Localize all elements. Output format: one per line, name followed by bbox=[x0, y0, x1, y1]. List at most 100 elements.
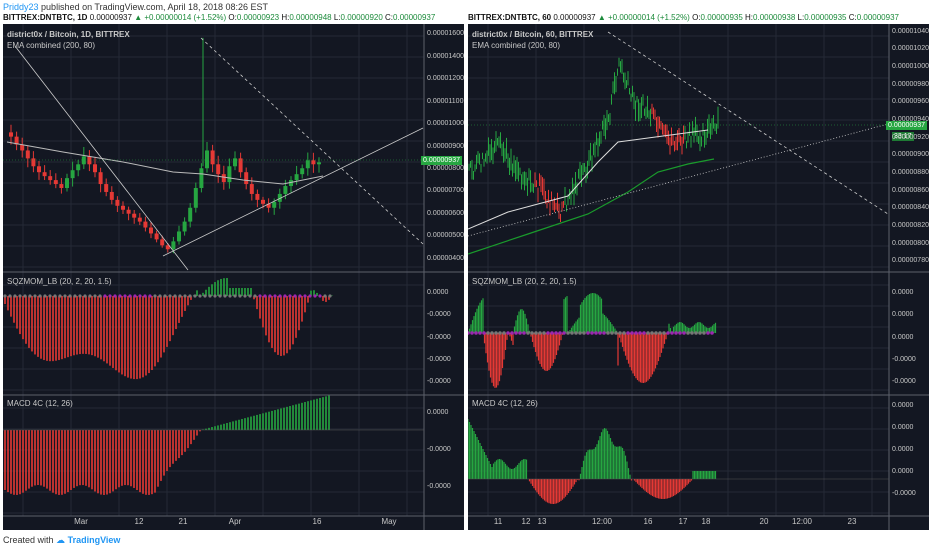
candle-body bbox=[205, 150, 209, 169]
candle-body bbox=[238, 158, 243, 173]
y-tick-label: 0.00000980 bbox=[892, 80, 929, 88]
x-tick-label: 21 bbox=[178, 517, 188, 526]
squeeze-dot bbox=[108, 294, 112, 298]
squeeze-dot bbox=[646, 331, 650, 335]
squeeze-dot bbox=[278, 294, 282, 298]
candle-body bbox=[149, 227, 153, 234]
candle-body bbox=[9, 132, 13, 137]
y-tick-label: 0.0000 bbox=[892, 311, 914, 319]
change-value: ▲ +0.00000014 (+1.52%) bbox=[597, 13, 690, 22]
close-value: 0.00000937 bbox=[393, 13, 436, 22]
squeeze-dot bbox=[586, 331, 590, 335]
low-value: 0.00000920 bbox=[340, 13, 383, 22]
y-tick-label: 0.0000 bbox=[427, 409, 449, 417]
y-tick-label: 0.00001400 bbox=[427, 52, 464, 60]
candle-body bbox=[283, 186, 288, 194]
y-tick-label: 0.00000820 bbox=[892, 221, 929, 229]
y-tick-label: -0.0000 bbox=[427, 333, 451, 341]
squeeze-dot bbox=[614, 331, 618, 335]
squeeze-dot bbox=[630, 331, 634, 335]
y-tick-label: 0.0000 bbox=[892, 289, 914, 297]
published-text: published on TradingView.com, April 18, … bbox=[41, 2, 269, 12]
candle-body bbox=[300, 168, 305, 175]
high-value: 0.00000938 bbox=[753, 13, 796, 22]
candle-body bbox=[65, 178, 69, 189]
squeeze-dot bbox=[554, 331, 558, 335]
squeeze-dot bbox=[53, 294, 57, 298]
high-value: 0.00000948 bbox=[289, 13, 332, 22]
candle-body bbox=[233, 158, 237, 167]
chart-panel-right[interactable]: district0x / Bitcoin, 60, BITTREX EMA co… bbox=[468, 24, 929, 530]
trendline bbox=[468, 123, 889, 237]
candle-body bbox=[14, 136, 19, 145]
y-tick-label: -0.0000 bbox=[892, 355, 916, 363]
trendline bbox=[607, 31, 889, 215]
squeeze-dot bbox=[514, 331, 518, 335]
squeeze-dot bbox=[68, 294, 72, 298]
ticker-symbol: BITTREX:DNTBTC, 60 bbox=[468, 13, 552, 22]
candle-body bbox=[261, 199, 265, 204]
tradingview-link[interactable]: TradingView bbox=[67, 535, 121, 545]
squeeze-dot bbox=[594, 331, 598, 335]
squeeze-dot bbox=[323, 294, 327, 298]
squeeze-dot bbox=[263, 294, 267, 298]
ema-label: EMA combined (200, 80) bbox=[7, 41, 96, 50]
x-tick-label: 12:00 bbox=[791, 517, 813, 526]
squeeze-dot bbox=[694, 331, 698, 335]
squeeze-dot bbox=[208, 294, 212, 298]
y-tick-label: 0.00001600 bbox=[427, 30, 464, 38]
candle-body bbox=[199, 168, 204, 189]
chart-canvas-right[interactable] bbox=[468, 24, 929, 530]
close-value: 0.00000937 bbox=[856, 13, 899, 22]
x-tick-label: 12 bbox=[521, 517, 531, 526]
squeeze-dot bbox=[118, 294, 122, 298]
squeeze-dot bbox=[248, 294, 252, 298]
squeeze-dot bbox=[662, 331, 666, 335]
squeeze-dot bbox=[682, 331, 686, 335]
y-tick-label: 0.0000 bbox=[892, 424, 914, 431]
squeeze-dot bbox=[470, 331, 474, 335]
squeeze-dot bbox=[570, 331, 574, 335]
squeeze-dot bbox=[193, 294, 197, 298]
squeeze-dot bbox=[702, 331, 706, 335]
squeeze-dot bbox=[88, 294, 92, 298]
y-tick-label: 0.00000780 bbox=[892, 257, 929, 265]
y-tick-label: -0.0000 bbox=[427, 355, 451, 363]
cloud-icon: ☁ bbox=[56, 535, 66, 545]
squeeze-dot bbox=[582, 331, 586, 335]
squeeze-dot bbox=[23, 294, 27, 298]
chart-canvas-left[interactable] bbox=[3, 24, 464, 530]
y-tick-label: 0.00001000 bbox=[427, 120, 464, 128]
squeeze-dot bbox=[98, 294, 102, 298]
squeeze-dot bbox=[103, 294, 107, 298]
candle-body bbox=[115, 199, 120, 206]
candle-body bbox=[87, 156, 92, 165]
squeeze-dot bbox=[690, 331, 694, 335]
footer: Created with ☁ TradingView bbox=[3, 535, 120, 546]
author-link[interactable]: Priddy23 bbox=[3, 2, 39, 12]
squeeze-dot bbox=[3, 294, 7, 298]
candle-body bbox=[126, 209, 131, 214]
candle-body bbox=[289, 180, 293, 187]
candle-body bbox=[249, 184, 254, 194]
squeeze-dot bbox=[530, 331, 534, 335]
x-tick-label: 17 bbox=[678, 517, 688, 526]
squeeze-dot bbox=[303, 294, 307, 298]
candle-body bbox=[255, 193, 260, 200]
trendline bbox=[14, 45, 189, 271]
candle-body bbox=[70, 170, 75, 179]
ticker-line-left: BITTREX:DNTBTC, 1D 0.00000937 ▲ +0.00000… bbox=[3, 13, 436, 22]
candle-body bbox=[48, 176, 53, 181]
candle-body bbox=[42, 172, 47, 177]
squeeze-dot bbox=[73, 294, 77, 298]
squeeze-dot bbox=[63, 294, 67, 298]
candle-body bbox=[137, 217, 142, 222]
candle-body bbox=[177, 231, 181, 242]
chart-panel-left[interactable]: district0x / Bitcoin, 1D, BITTREX EMA co… bbox=[3, 24, 464, 530]
candle-body bbox=[143, 221, 148, 228]
trendline bbox=[200, 37, 424, 245]
squeeze-dot bbox=[658, 331, 662, 335]
y-tick-label: 0.00001040 bbox=[892, 27, 929, 35]
ema-line bbox=[468, 129, 709, 230]
macd-label: MACD 4C (12, 26) bbox=[7, 399, 73, 408]
